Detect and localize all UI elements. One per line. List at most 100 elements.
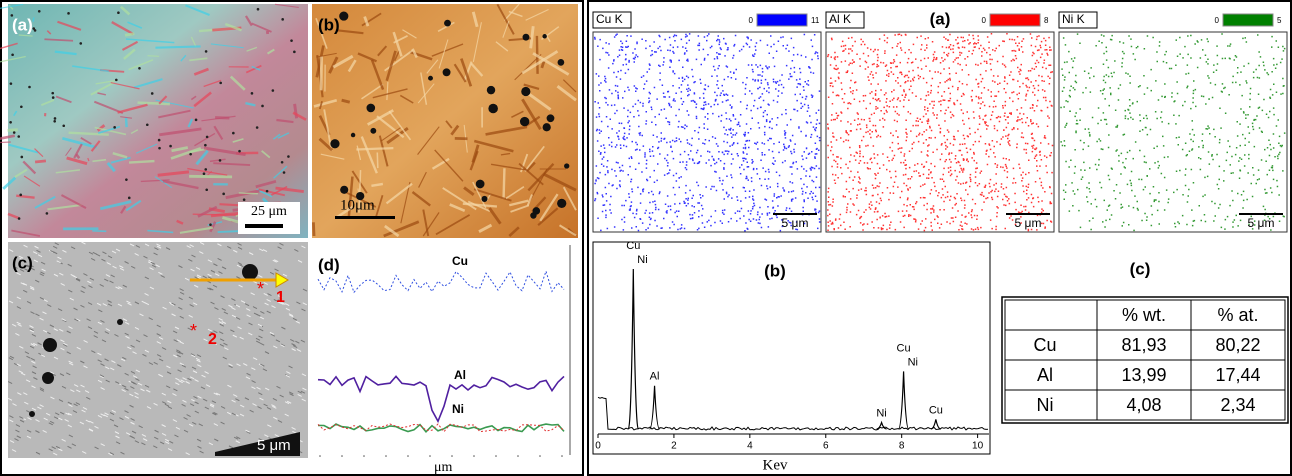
grain <box>213 392 218 396</box>
lath <box>356 145 362 161</box>
pore <box>532 207 541 215</box>
spectrum: 0 2 4 6 8 10 Cu Ni Al Ni Cu Ni Cu <box>595 240 989 452</box>
grain <box>239 264 244 268</box>
pore <box>340 185 349 194</box>
grain <box>279 394 284 398</box>
grain <box>158 336 164 340</box>
pore <box>42 372 54 384</box>
pore <box>366 103 376 113</box>
lath <box>94 126 127 136</box>
pore <box>290 39 293 42</box>
lath <box>393 50 400 62</box>
grain <box>109 452 115 456</box>
grain <box>218 317 223 321</box>
grain <box>221 321 227 324</box>
scale-bar <box>245 224 283 228</box>
grain <box>204 371 209 374</box>
dot <box>539 455 541 457</box>
grain <box>18 370 23 374</box>
grain <box>297 394 302 397</box>
pore <box>202 172 206 176</box>
lath <box>335 29 364 35</box>
grain <box>228 304 233 308</box>
grain <box>106 262 112 266</box>
grain <box>172 419 178 423</box>
dot <box>363 455 365 457</box>
grain <box>29 345 35 349</box>
lath <box>185 4 210 17</box>
grain <box>30 267 35 271</box>
grain <box>169 302 175 306</box>
lath <box>190 95 197 101</box>
grain <box>197 395 202 399</box>
grain <box>256 340 261 344</box>
grain <box>180 379 185 383</box>
grain <box>204 406 210 410</box>
peak-label: Cu <box>897 342 911 354</box>
grain <box>98 309 103 313</box>
lath <box>431 43 464 57</box>
grain <box>132 351 137 355</box>
grain <box>103 414 108 418</box>
scale-box <box>238 202 300 234</box>
panel-label: (c) <box>1130 259 1151 278</box>
profile-label: Ni <box>452 402 464 416</box>
lath <box>558 224 577 237</box>
grain <box>33 259 39 263</box>
pore <box>442 68 451 77</box>
grain <box>23 392 28 396</box>
grain <box>85 419 91 423</box>
grain <box>134 395 139 399</box>
lath <box>505 185 525 200</box>
grain <box>31 360 36 364</box>
grain <box>153 361 158 365</box>
pore <box>222 192 225 196</box>
table-cell-text: 4,08 <box>1126 395 1161 415</box>
pore <box>330 139 340 149</box>
grain <box>61 438 66 442</box>
lath <box>374 195 384 218</box>
scale-bar-label: 10μm <box>340 197 375 213</box>
pore <box>37 9 41 13</box>
grain <box>13 265 18 269</box>
lath <box>97 92 107 96</box>
composition-table: % wt. % at. Cu 81,93 80,22 Al 13,99 17,44 Ni 4,08… <box>1001 296 1289 424</box>
lath <box>55 169 81 174</box>
grain <box>266 298 271 302</box>
grain <box>7 381 13 385</box>
pore <box>145 123 149 127</box>
grain <box>120 451 125 455</box>
pore <box>158 146 161 150</box>
lath <box>22 160 37 175</box>
lath <box>399 94 414 104</box>
grain <box>60 282 65 286</box>
grain <box>24 401 29 405</box>
grain <box>155 264 160 268</box>
grain <box>97 359 102 363</box>
grain <box>141 433 147 437</box>
grain <box>29 264 34 268</box>
grain <box>279 302 284 305</box>
grain <box>248 332 253 336</box>
texture <box>311 3 577 238</box>
grain <box>213 330 218 334</box>
grain <box>12 403 17 406</box>
table-cell-text: Al <box>1037 365 1053 385</box>
colorbar <box>756 13 808 27</box>
grain <box>90 257 96 261</box>
grain <box>160 274 165 278</box>
lath <box>95 79 117 85</box>
pore <box>242 198 246 202</box>
grain <box>52 245 58 249</box>
grain <box>295 340 300 344</box>
map-dots <box>827 33 1054 232</box>
dot <box>429 455 431 457</box>
lath <box>159 127 202 137</box>
grain <box>23 244 28 248</box>
lath <box>0 42 18 50</box>
lath <box>7 128 18 132</box>
dot <box>341 455 343 457</box>
table-cell-text: Ni <box>1037 395 1054 415</box>
grain <box>244 397 250 401</box>
scale-bar-label: 5 μm <box>1248 216 1275 230</box>
